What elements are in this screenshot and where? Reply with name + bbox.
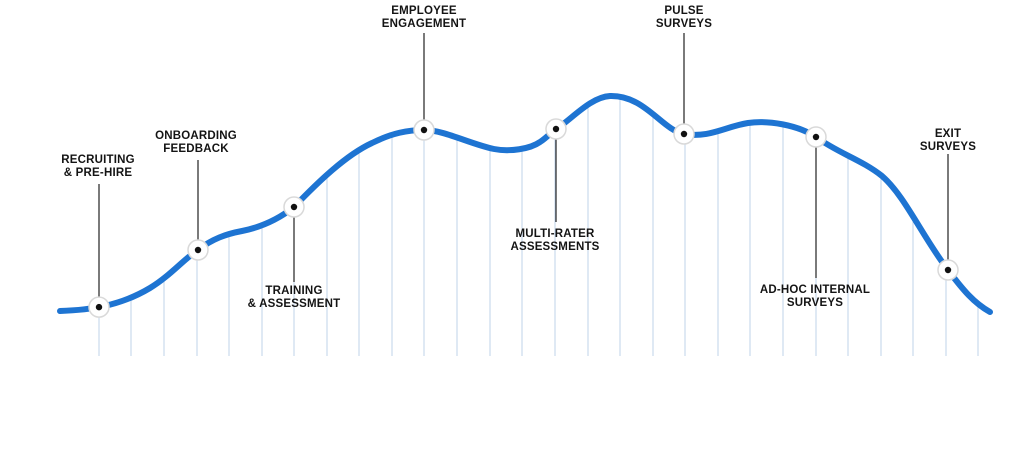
marker-dot [420, 126, 428, 134]
marker-dot [194, 246, 202, 254]
marker-pulse [673, 123, 695, 145]
label-line: ENGAGEMENT [381, 18, 467, 30]
label-line: SURVEYS [786, 297, 844, 309]
label-line: TRAINING [265, 285, 323, 297]
marker-adhoc [805, 126, 827, 148]
gridlines [98, 96, 979, 356]
label-line: ASSESSMENTS [510, 241, 600, 253]
marker-dot [290, 203, 298, 211]
marker-dot [680, 130, 688, 138]
label-recruiting-pre-hire: RECRUITING & PRE-HIRE [61, 154, 135, 180]
label-training-assessment: TRAINING & ASSESSMENT [248, 285, 341, 311]
marker-training [283, 196, 305, 218]
marker-dot [95, 303, 103, 311]
label-line: SURVEYS [655, 18, 713, 30]
label-employee-engagement: EMPLOYEE ENGAGEMENT [382, 5, 466, 31]
label-ad-hoc-internal-surveys: AD-HOC INTERNAL SURVEYS [760, 284, 870, 310]
label-line: RECRUITING [61, 154, 135, 166]
marker-onboarding [187, 239, 209, 261]
label-line: PULSE [664, 5, 704, 17]
label-line: ONBOARDING [155, 130, 237, 142]
label-line: & ASSESSMENT [247, 298, 341, 310]
label-multi-rater-assessments: MULTI-RATER ASSESSMENTS [510, 228, 599, 254]
leader-lines [98, 33, 949, 304]
milestone-markers [88, 118, 959, 318]
label-line: EMPLOYEE [391, 5, 457, 17]
marker-recruiting [88, 296, 110, 318]
label-line: SURVEYS [919, 141, 977, 153]
label-line: EXIT [934, 128, 962, 140]
marker-dot [812, 133, 820, 141]
label-line: & PRE-HIRE [63, 167, 133, 179]
label-pulse-surveys: PULSE SURVEYS [656, 5, 712, 31]
label-line: MULTI-RATER [515, 228, 595, 240]
marker-dot [944, 266, 952, 274]
marker-engagement [413, 119, 435, 141]
lifecycle-curve [57, 92, 993, 315]
label-line: AD-HOC INTERNAL [759, 284, 871, 296]
label-line: FEEDBACK [163, 143, 229, 155]
marker-multirater [545, 118, 567, 140]
label-exit-surveys: EXIT SURVEYS [920, 128, 976, 154]
label-onboarding-feedback: ONBOARDING FEEDBACK [155, 130, 237, 156]
marker-exit [937, 259, 959, 281]
marker-dot [552, 125, 560, 133]
